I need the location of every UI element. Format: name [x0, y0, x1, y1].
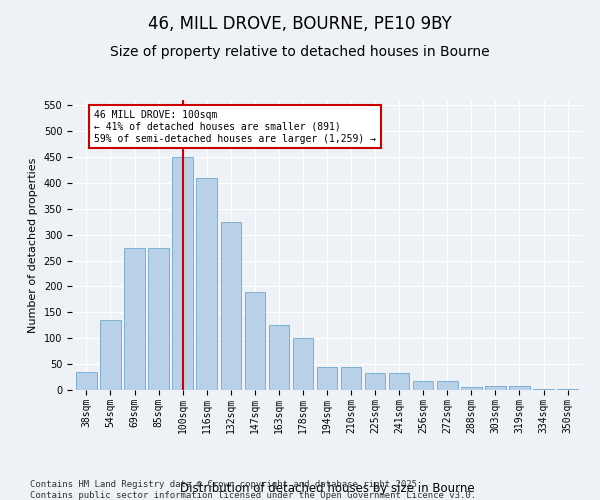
Text: Distribution of detached houses by size in Bourne: Distribution of detached houses by size … [179, 482, 475, 495]
Bar [509, 386, 530, 390]
Text: 46 MILL DROVE: 100sqm
← 41% of detached houses are smaller (891)
59% of semi-det: 46 MILL DROVE: 100sqm ← 41% of detached … [94, 110, 376, 144]
Bar [221, 222, 241, 390]
Bar [365, 374, 385, 390]
Bar [533, 389, 554, 390]
Bar [437, 381, 458, 390]
Bar [557, 389, 578, 390]
Bar [413, 381, 433, 390]
Bar [461, 388, 482, 390]
Bar [389, 374, 409, 390]
Bar [317, 366, 337, 390]
Bar [245, 292, 265, 390]
Bar [485, 386, 506, 390]
Bar [124, 248, 145, 390]
Text: 46, MILL DROVE, BOURNE, PE10 9BY: 46, MILL DROVE, BOURNE, PE10 9BY [148, 15, 452, 33]
Bar [196, 178, 217, 390]
Bar [100, 320, 121, 390]
Bar [341, 366, 361, 390]
Bar [172, 157, 193, 390]
Text: Contains HM Land Registry data © Crown copyright and database right 2025.
Contai: Contains HM Land Registry data © Crown c… [30, 480, 476, 500]
Bar [76, 372, 97, 390]
Y-axis label: Number of detached properties: Number of detached properties [28, 158, 38, 332]
Bar [293, 338, 313, 390]
Text: Size of property relative to detached houses in Bourne: Size of property relative to detached ho… [110, 45, 490, 59]
Bar [269, 326, 289, 390]
Bar [148, 248, 169, 390]
